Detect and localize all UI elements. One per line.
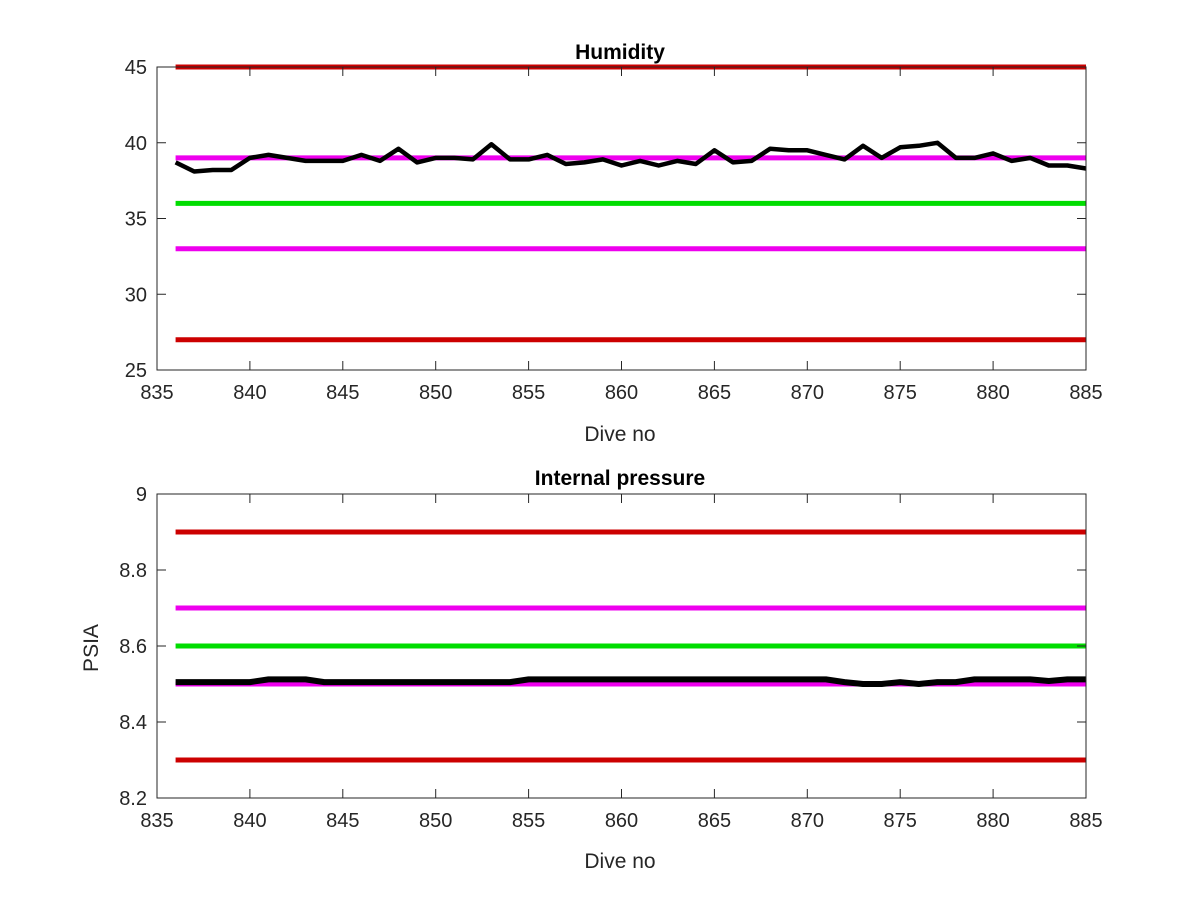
humidity-y-tick-label: 35 <box>125 209 147 231</box>
humidity-x-tick-label: 840 <box>233 382 266 404</box>
pressure-y-tick-label: 9 <box>136 484 147 506</box>
humidity-x-tick-label: 835 <box>140 382 173 404</box>
humidity-series-line <box>174 140 1087 174</box>
humidity-x-tick-label: 870 <box>791 382 824 404</box>
pressure-series-line <box>175 676 1086 687</box>
pressure-y-tick-label: 8.8 <box>119 560 147 582</box>
humidity-y-tick-label: 40 <box>125 133 147 155</box>
pressure-title: Internal pressure <box>535 467 705 490</box>
pressure-x-tick-label: 865 <box>698 810 731 832</box>
pressure-x-tick-label: 850 <box>419 810 452 832</box>
pressure-x-tick-label: 840 <box>233 810 266 832</box>
pressure-x-tick-label: 860 <box>605 810 638 832</box>
humidity-x-tick-label: 855 <box>512 382 545 404</box>
humidity-x-tick-label: 845 <box>326 382 359 404</box>
humidity-x-tick-label: 885 <box>1069 382 1102 404</box>
humidity-x-tick-label: 850 <box>419 382 452 404</box>
humidity-title: Humidity <box>575 41 665 64</box>
pressure-x-tick-label: 845 <box>326 810 359 832</box>
humidity-xlabel: Dive no <box>584 423 655 446</box>
humidity-y-tick-label: 30 <box>125 284 147 306</box>
pressure-xlabel: Dive no <box>584 850 655 873</box>
pressure-x-tick-label: 870 <box>791 810 824 832</box>
pressure-x-tick-label: 885 <box>1069 810 1102 832</box>
pressure-y-tick-label: 8.6 <box>119 636 147 658</box>
pressure-x-tick-label: 880 <box>976 810 1009 832</box>
pressure-x-tick-label: 875 <box>884 810 917 832</box>
humidity-x-tick-label: 875 <box>884 382 917 404</box>
humidity-y-tick-label: 45 <box>125 57 147 79</box>
humidity-plot: Humidity Dive no 835 840 845 850 855 860 865 87… <box>125 41 1103 446</box>
pressure-x-tick-label: 835 <box>140 810 173 832</box>
humidity-y-tick-label: 25 <box>125 360 147 382</box>
pressure-x-tick-label: 855 <box>512 810 545 832</box>
humidity-x-tick-label: 860 <box>605 382 638 404</box>
pressure-ylabel: PSIA <box>80 624 103 672</box>
humidity-x-tick-label: 865 <box>698 382 731 404</box>
pressure-y-tick-label: 8.2 <box>119 788 147 810</box>
internal-pressure-plot: Internal pressure Dive no PSIA 835 840 845… <box>80 467 1103 873</box>
pressure-y-tick-label: 8.4 <box>119 712 147 734</box>
humidity-x-tick-label: 880 <box>976 382 1009 404</box>
